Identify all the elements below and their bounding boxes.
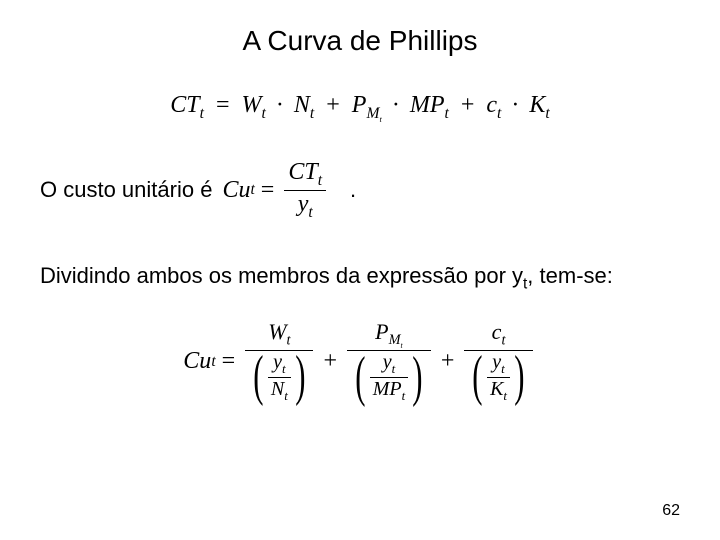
- eq3-t1-inum: yt: [268, 351, 291, 378]
- eq3-plus2: +: [441, 348, 455, 375]
- eq1-t3b: K: [529, 92, 545, 118]
- lparen-icon: (: [253, 353, 263, 401]
- eq3-term3: ct ( yt Kt ): [464, 319, 532, 403]
- eq2-period: .: [350, 177, 356, 203]
- paragraph-2: Dividindo ambos os membros da expressão …: [40, 262, 680, 294]
- eq1-t2a: P: [352, 92, 367, 118]
- eq2-lhs-sub: t: [250, 181, 254, 199]
- lparen-icon: (: [355, 354, 365, 402]
- eq1-t2a-sub: Mt: [366, 105, 381, 122]
- eq3-t3-innerfrac: yt Kt: [487, 351, 510, 404]
- eq3-t3-iden: Kt: [487, 378, 510, 404]
- paragraph-1: O custo unitário é Cut = CTt yt .: [40, 159, 680, 222]
- eq3-t1-iden-sub: t: [284, 388, 288, 403]
- eq3-t3-inum: yt: [487, 351, 510, 378]
- eq3-t3-inum-sub: t: [501, 361, 505, 376]
- eq3-t1-num-base: W: [268, 319, 286, 344]
- slide-title: A Curva de Phillips: [40, 25, 680, 57]
- eq3-plus1: +: [323, 348, 337, 375]
- rparen-icon: ): [514, 353, 524, 401]
- eq1-lhs-base: CT: [170, 92, 199, 118]
- rparen-icon: ): [412, 354, 422, 402]
- eq3-equals: =: [222, 348, 236, 375]
- eq3-t1-innerfrac: yt Nt: [268, 351, 291, 404]
- eq2-num-sub: t: [318, 172, 322, 189]
- eq3-t2-num-subsub: t: [401, 341, 403, 350]
- para1-text: O custo unitário é: [40, 177, 212, 203]
- para2-text-a: Dividindo ambos os membros da expressão …: [40, 263, 523, 288]
- eq3-t3-inum-base: y: [492, 351, 501, 373]
- eq1-t2b-sub: t: [444, 105, 448, 122]
- eq2-den: yt: [284, 191, 326, 222]
- eq3-t1-num-sub: t: [287, 333, 291, 349]
- eq2-equals: =: [261, 177, 275, 204]
- eq3-t1-iden: Nt: [268, 378, 291, 404]
- eq3-t2-den: ( yt MPt ): [347, 351, 431, 404]
- eq3-lhs-sub: t: [211, 353, 215, 371]
- eq3-lhs: Cu: [183, 348, 211, 375]
- equation-2: Cut = CTt yt: [222, 159, 330, 222]
- equation-3: Cut = Wt ( yt Nt ) + PMt (: [183, 319, 536, 404]
- eq3-t3-num-base: c: [492, 319, 502, 344]
- eq1-t3a-sub: t: [497, 105, 501, 122]
- eq3-t1-iden-base: N: [271, 378, 284, 400]
- eq1-t2a-subsub: t: [379, 114, 381, 124]
- eq2-fraction: CTt yt: [284, 159, 326, 222]
- eq1-t3b-sub: t: [545, 105, 549, 122]
- eq2-lhs: Cu: [222, 177, 250, 204]
- eq3-t1-den: ( yt Nt ): [245, 351, 313, 404]
- eq1-lhs-sub: t: [200, 105, 204, 122]
- eq3-t2-inum-base: y: [383, 351, 392, 373]
- eq3-t2-iden-sub: t: [402, 388, 406, 403]
- equation-3-container: Cut = Wt ( yt Nt ) + PMt (: [40, 319, 680, 404]
- eq3-term2: PMt ( yt MPt ): [347, 319, 431, 404]
- eq2-num-base: CT: [288, 159, 317, 185]
- eq3-t1-paren: ( yt Nt ): [249, 351, 309, 404]
- eq1-t2b: MP: [410, 92, 445, 118]
- eq3-t3-num-sub: t: [501, 333, 505, 349]
- eq2-num: CTt: [284, 159, 326, 191]
- eq1-t1b-sub: t: [310, 105, 314, 122]
- eq3-t2-inum: yt: [370, 351, 409, 378]
- page-number: 62: [662, 502, 680, 520]
- eq1-t1a-sub: t: [262, 105, 266, 122]
- eq3-term1: Wt ( yt Nt ): [245, 319, 313, 403]
- eq1-dot3: ·: [511, 92, 519, 118]
- eq1-t2a-sub-base: M: [366, 105, 379, 122]
- eq3-t2-iden: MPt: [370, 378, 409, 404]
- eq3-t2-innerfrac: yt MPt: [370, 351, 409, 404]
- eq3-t3-den: ( yt Kt ): [464, 351, 532, 404]
- eq3-t3-paren: ( yt Kt ): [468, 351, 528, 404]
- eq3-t1-inum-base: y: [273, 351, 282, 373]
- eq1-dot1: ·: [276, 92, 284, 118]
- eq1-equals: =: [216, 92, 230, 118]
- eq3-t2-inum-sub: t: [392, 361, 396, 376]
- eq3-t3-iden-sub: t: [503, 388, 507, 403]
- eq1-t1b: N: [294, 92, 310, 118]
- eq3-t1-inum-sub: t: [282, 361, 286, 376]
- equation-1-container: CTt = Wt · Nt + PMt · MPt + ct · Kt: [40, 92, 680, 124]
- equation-1: CTt = Wt · Nt + PMt · MPt + ct · Kt: [170, 92, 549, 124]
- eq3-t3-iden-base: K: [490, 378, 503, 400]
- eq3-t2-iden-base: MP: [373, 378, 402, 400]
- eq1-dot2: ·: [392, 92, 400, 118]
- lparen-icon: (: [473, 353, 483, 401]
- para2-text-b: , tem-se:: [527, 263, 613, 288]
- eq3-t2-num-base: P: [375, 319, 388, 344]
- eq1-t3a: c: [486, 92, 497, 118]
- rparen-icon: ): [295, 353, 305, 401]
- eq2-den-sub: t: [308, 204, 312, 221]
- eq1-t1a: W: [242, 92, 262, 118]
- eq2-den-base: y: [298, 191, 309, 217]
- eq3-t2-num-sub-base: M: [389, 332, 401, 348]
- eq3-t2-paren: ( yt MPt ): [351, 351, 427, 404]
- eq1-plus1: +: [326, 92, 340, 118]
- eq3-t2-num-sub: Mt: [389, 332, 403, 348]
- eq1-plus2: +: [461, 92, 475, 118]
